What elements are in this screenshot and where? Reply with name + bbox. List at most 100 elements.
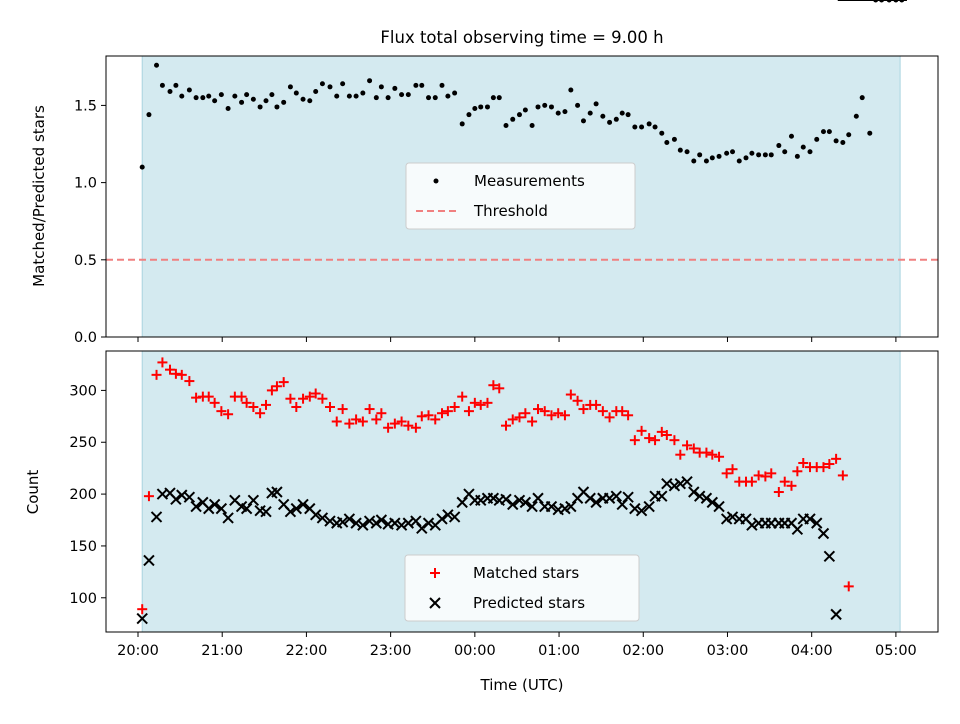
top-y-axis-label: Matched/Predicted stars xyxy=(30,105,48,287)
matched-star-point xyxy=(837,470,848,481)
top-y-tick-label: 0.5 xyxy=(74,253,97,269)
matched-star-point xyxy=(501,420,511,431)
measurement-points xyxy=(139,0,905,170)
predicted-star-point xyxy=(791,523,804,536)
top-panel: 0.0 0.5 1.0 1.5 Matched/Predicted stars Mea… xyxy=(30,0,939,346)
matched-star-point xyxy=(248,401,259,412)
measurement-point xyxy=(353,93,359,99)
predicted-star-point xyxy=(190,500,202,513)
matched-star-point xyxy=(760,471,771,482)
measurement-point xyxy=(807,149,813,155)
predicted-star-point xyxy=(590,496,602,509)
x-tick-label: 01:00 xyxy=(538,643,580,659)
bottom-y-axis: 100 150 200 250 300 xyxy=(69,383,106,607)
measurement-point xyxy=(548,104,554,110)
measurement-point xyxy=(225,105,231,111)
matched-star-point xyxy=(661,429,672,440)
matched-star-point xyxy=(707,449,718,460)
predicted-star-point xyxy=(290,502,303,515)
matched-star-point xyxy=(266,385,277,396)
measurement-point xyxy=(186,87,192,93)
measurement-point xyxy=(206,93,212,99)
bottom-legend-box xyxy=(404,554,640,622)
predicted-star-point xyxy=(526,500,538,513)
top-x-ticks xyxy=(137,337,897,342)
measurement-point xyxy=(607,119,613,125)
measurement-point xyxy=(426,95,432,101)
matched-star-point xyxy=(746,476,757,487)
measurement-point xyxy=(664,139,670,145)
matched-star-point xyxy=(701,447,712,458)
measurement-point xyxy=(257,104,263,110)
measurement-point xyxy=(756,152,762,158)
predicted-star-point xyxy=(215,502,228,515)
bottom-x-axis: 20:00 21:00 22:00 23:00 00:00 01:00 02:00 03:00… xyxy=(117,632,917,659)
predicted-star-point xyxy=(297,498,309,511)
measurement-point xyxy=(373,95,379,101)
predicted-star-point xyxy=(565,500,577,513)
matched-star-point xyxy=(364,404,375,415)
measurement-point xyxy=(459,121,465,127)
matched-star-point xyxy=(184,376,195,387)
matched-star-point xyxy=(546,410,557,421)
matched-star-point xyxy=(176,369,187,380)
measurement-point xyxy=(300,96,306,102)
predicted-star-point xyxy=(674,478,687,490)
measurement-point xyxy=(587,110,593,116)
bottom-panel: 100 150 200 250 300 20:00 21:00 22:00 23:00 00:0… xyxy=(24,0,939,694)
predicted-star-point xyxy=(336,516,349,528)
measurement-point xyxy=(154,62,160,68)
measurement-point xyxy=(179,93,185,99)
predicted-star-point xyxy=(622,491,634,503)
predicted-star-point xyxy=(635,504,648,517)
predicted-star-point xyxy=(222,512,234,524)
top-y-tick-label: 0.0 xyxy=(74,330,97,346)
x-tick-label: 21:00 xyxy=(201,643,243,659)
matched-star-point xyxy=(278,377,289,388)
matched-star-point xyxy=(818,462,829,473)
measurement-point xyxy=(814,136,820,142)
measurement-point xyxy=(632,124,638,130)
measurement-point xyxy=(218,92,224,98)
matched-star-point xyxy=(170,368,181,379)
measurement-point xyxy=(173,82,179,88)
matched-star-point xyxy=(650,435,661,446)
measurement-point xyxy=(846,132,852,138)
matched-star-point xyxy=(331,416,342,427)
measurement-point xyxy=(250,96,256,102)
matched-star-point xyxy=(475,399,486,410)
matched-star-point xyxy=(578,404,589,415)
measurement-point xyxy=(762,152,768,158)
predicted-star-point xyxy=(817,527,830,540)
predicted-star-point xyxy=(136,612,148,625)
x-tick-label: 20:00 xyxy=(117,643,159,659)
predicted-star-point xyxy=(519,496,532,509)
legend-matched-marker xyxy=(430,568,440,578)
predicted-star-point xyxy=(545,500,558,513)
measurement-point xyxy=(472,105,478,111)
top-plot-frame xyxy=(105,55,939,338)
matched-star-point xyxy=(298,393,309,404)
predicted-star-point xyxy=(271,486,283,498)
predicted-star-point xyxy=(656,490,668,502)
legend-measurements-label: Measurements xyxy=(474,172,585,190)
measurement-point xyxy=(613,116,619,122)
matched-star-point xyxy=(165,364,175,375)
measurement-point xyxy=(562,109,568,115)
matched-star-point xyxy=(623,410,634,421)
matched-star-point xyxy=(403,420,414,431)
measurement-point xyxy=(466,112,472,118)
measurement-point xyxy=(452,90,458,96)
legend-threshold-label: Threshold xyxy=(473,202,548,220)
legend-plus-glyph xyxy=(430,568,440,578)
matched-star-point xyxy=(291,401,302,412)
predicted-star-point xyxy=(629,502,641,515)
measurement-point xyxy=(555,110,561,116)
bottom-plot-frame xyxy=(105,350,939,633)
matched-star-point xyxy=(559,410,570,421)
legend-cross-glyph xyxy=(429,597,441,609)
predicted-star-point xyxy=(389,517,401,529)
predicted-stars-points xyxy=(136,0,907,625)
matched-star-point xyxy=(241,397,252,408)
measurement-point xyxy=(405,92,411,98)
